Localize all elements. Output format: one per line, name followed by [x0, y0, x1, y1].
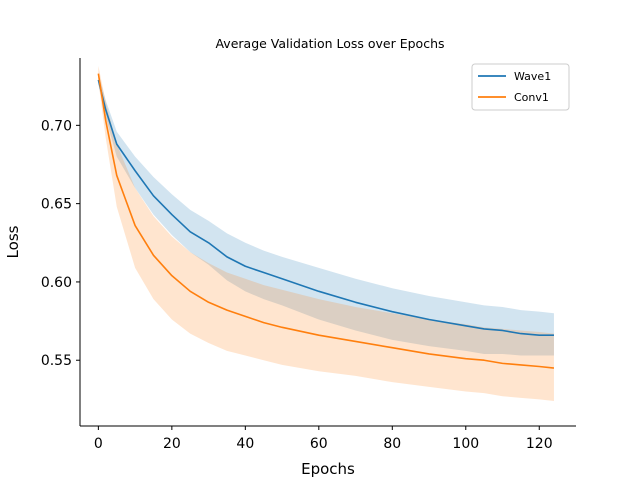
y-tick-label: 0.70	[41, 118, 72, 134]
x-tick-label: 120	[526, 436, 553, 452]
x-ticks: 0 20 40 60 80 100 120	[94, 426, 553, 452]
y-tick-label: 0.60	[41, 275, 72, 291]
confidence-bands	[98, 65, 554, 401]
x-tick-label: 100	[452, 436, 479, 452]
plot-area	[97, 65, 555, 401]
series-lines	[97, 73, 555, 369]
line-conv1	[97, 73, 555, 369]
x-tick-label: 0	[94, 436, 103, 452]
legend-label-conv1: Conv1	[514, 91, 549, 104]
chart-title: Average Validation Loss over Epochs	[215, 36, 444, 51]
y-ticks: 0.55 0.60 0.65 0.70	[41, 118, 80, 369]
x-tick-label: 40	[236, 436, 254, 452]
legend: Wave1 Conv1	[471, 63, 570, 111]
band-conv1	[98, 65, 554, 401]
x-axis-label: Epochs	[301, 460, 355, 478]
y-axis-label: Loss	[4, 225, 22, 258]
y-tick-label: 0.65	[41, 197, 72, 213]
line-wave1	[97, 79, 554, 336]
x-tick-label: 80	[383, 436, 401, 452]
x-tick-label: 60	[310, 436, 328, 452]
y-tick-label: 0.55	[41, 353, 72, 369]
legend-label-wave1: Wave1	[514, 70, 551, 83]
x-tick-label: 20	[163, 436, 181, 452]
band-wave1	[98, 73, 554, 356]
